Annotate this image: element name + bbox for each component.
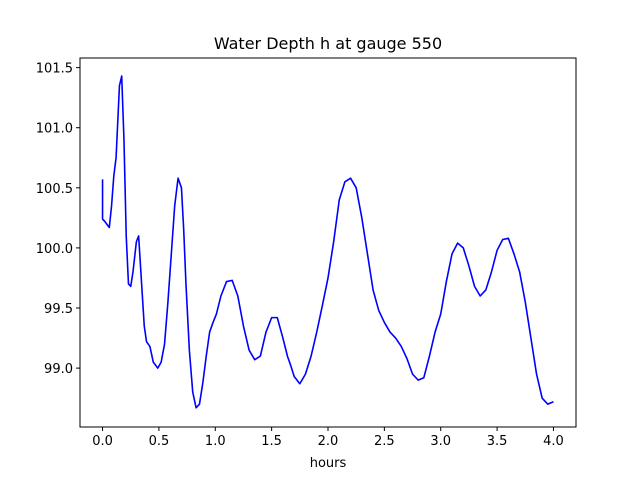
series-line bbox=[101, 75, 554, 409]
y-tick-label: 101.0 bbox=[36, 122, 73, 137]
x-tick-label: 1.5 bbox=[261, 434, 282, 449]
y-tick-label: 99.5 bbox=[44, 302, 73, 317]
y-tick-label: 100.5 bbox=[36, 182, 73, 197]
y-tick-label: 101.5 bbox=[36, 62, 73, 77]
y-tick-label: 99.0 bbox=[44, 362, 73, 377]
series-layer bbox=[101, 75, 554, 409]
x-tick-label: 4.0 bbox=[543, 434, 564, 449]
x-tick-label: 0.0 bbox=[92, 434, 113, 449]
x-tick-label: 2.5 bbox=[374, 434, 395, 449]
x-axis: 0.0 0.5 1.0 1.5 2.0 2.5 3.0 3.5 4.0 bbox=[92, 427, 564, 449]
x-axis-label: hours bbox=[310, 456, 347, 471]
x-tick-label: 2.0 bbox=[318, 434, 339, 449]
x-tick-label: 1.0 bbox=[205, 434, 226, 449]
x-tick-label: 3.0 bbox=[430, 434, 451, 449]
y-tick-label: 100.0 bbox=[36, 242, 73, 257]
chart-title: Water Depth h at gauge 550 bbox=[214, 34, 442, 53]
y-axis: 99.0 99.5 100.0 100.5 101.0 101.5 bbox=[36, 62, 80, 377]
x-tick-label: 0.5 bbox=[149, 434, 170, 449]
x-tick-label: 3.5 bbox=[487, 434, 508, 449]
